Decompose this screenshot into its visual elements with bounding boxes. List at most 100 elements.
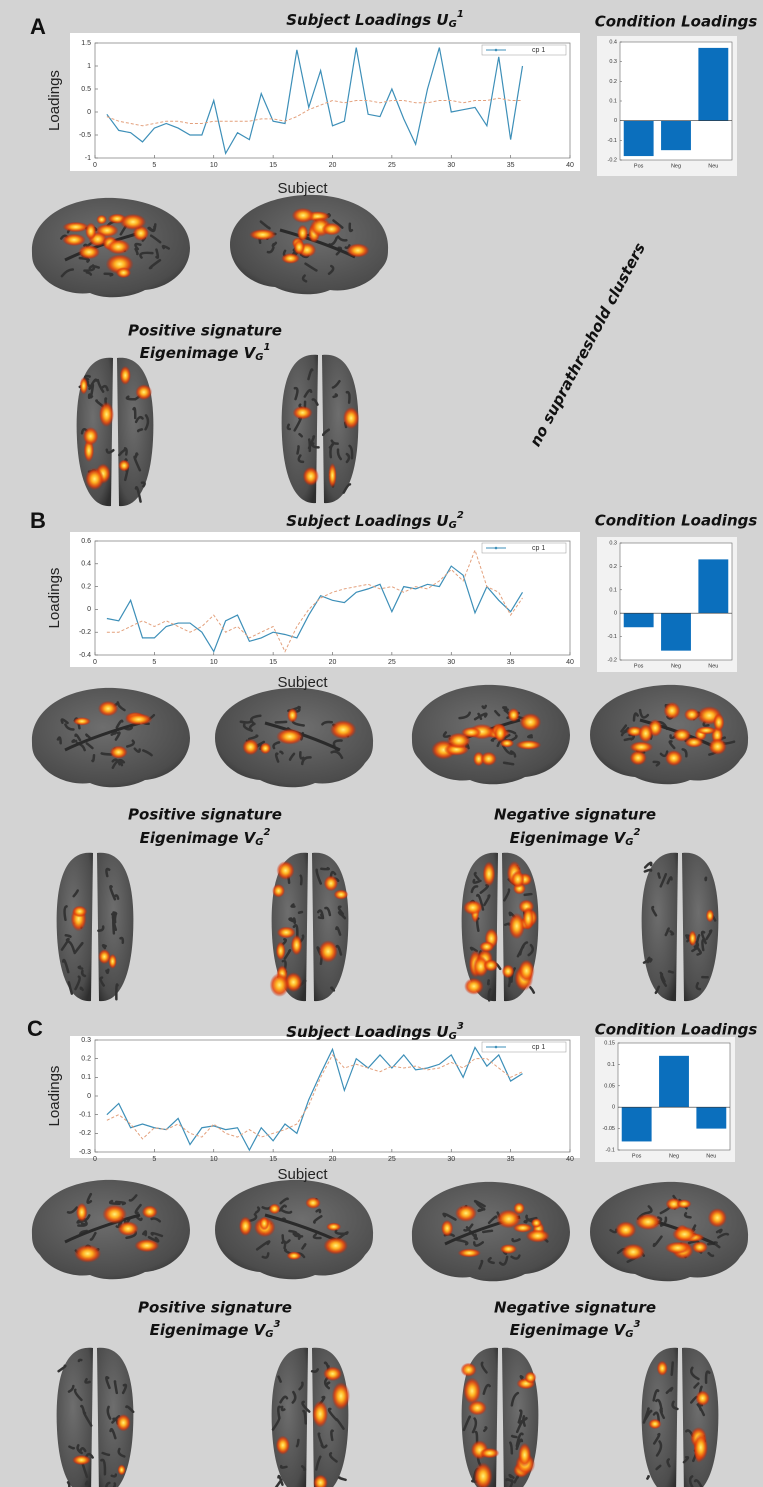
y-tick-label: 0.2	[81, 1056, 91, 1063]
legend-marker	[495, 1046, 498, 1049]
activation	[518, 1443, 531, 1467]
y-tick-label: -0.1	[79, 1112, 91, 1119]
eigenimage-label-sub: G	[255, 837, 263, 848]
signature-title: Positive signature	[138, 1299, 292, 1317]
activation	[96, 215, 107, 225]
eigenimage-label-sub: G	[625, 1329, 633, 1340]
legend-label: cp 1	[532, 47, 545, 54]
brain-lateral	[412, 1182, 570, 1281]
activation	[120, 214, 146, 230]
x-tick-label: 35	[507, 1156, 515, 1163]
eigenimage-label-sub: G	[255, 352, 263, 363]
activation	[638, 724, 653, 743]
activation	[664, 702, 681, 719]
y-tick-label: -0.1	[608, 634, 617, 640]
y-axis-label: Loadings	[46, 70, 63, 131]
sulcus	[647, 1476, 648, 1478]
sulcus	[483, 1231, 492, 1232]
signature-title: Positive signature	[128, 322, 282, 340]
x-axis-label: Subject	[277, 1166, 328, 1183]
x-tick-label: 5	[152, 162, 156, 169]
activation	[463, 1378, 480, 1405]
activation	[324, 875, 338, 891]
sulcus	[103, 945, 106, 948]
activation	[500, 1244, 517, 1254]
activation	[78, 245, 100, 259]
brain-lateral	[215, 1180, 373, 1279]
activation	[120, 366, 131, 385]
activation	[468, 1400, 487, 1415]
x-tick-label: 10	[210, 1156, 218, 1163]
activation	[276, 861, 294, 880]
activation	[291, 935, 302, 956]
activation	[117, 1464, 125, 1475]
sulcus	[488, 980, 489, 984]
sulcus	[513, 1239, 520, 1241]
y-tick-label: -0.2	[608, 657, 617, 663]
brain-lateral	[32, 1180, 190, 1279]
activation	[323, 1237, 348, 1255]
activation	[249, 229, 276, 240]
panel-letter: C	[27, 1016, 43, 1041]
eigenimage-label: Eigenimage VG2	[510, 827, 641, 848]
activation	[63, 222, 90, 232]
x-tick-label: 30	[447, 162, 455, 169]
legend-label: cp 1	[532, 1044, 545, 1051]
y-tick-label: 0	[614, 611, 617, 617]
activation	[312, 1401, 328, 1428]
chart-title: Subject Loadings UG2	[286, 510, 464, 531]
panel-letter: A	[30, 14, 46, 39]
chart-title-sub: G	[449, 520, 457, 531]
activation	[684, 708, 700, 721]
x-tick-label: 5	[152, 1156, 156, 1163]
activation	[518, 960, 534, 982]
activation	[116, 1414, 131, 1431]
x-tick-label: 25	[388, 162, 396, 169]
sulcus	[276, 722, 286, 723]
eigenimage-label-sup: 2	[263, 827, 270, 838]
y-tick-label: 0.15	[604, 1040, 615, 1046]
sulcus	[309, 440, 310, 451]
chart-title-main: Subject Loadings U	[286, 11, 448, 29]
y-tick-label: 0	[87, 606, 91, 613]
activation	[116, 267, 131, 278]
y-tick-label: 0	[612, 1105, 615, 1111]
x-tick-label: 25	[388, 659, 396, 666]
activation	[464, 978, 484, 995]
y-axis-label: Loadings	[46, 568, 63, 629]
activation	[708, 1208, 727, 1227]
activation	[509, 913, 525, 939]
activation	[688, 930, 696, 946]
x-tick-label: 20	[329, 659, 337, 666]
eigenimage-label-sup: 2	[633, 827, 640, 838]
activation	[479, 941, 494, 952]
y-tick-label: -0.1	[606, 1147, 615, 1153]
legend-marker	[495, 547, 498, 550]
eigenimage-label-main: Eigenimage V	[510, 829, 627, 847]
brain-lateral	[412, 685, 570, 784]
activation	[635, 1214, 661, 1231]
brain-lateral	[230, 195, 388, 294]
y-tick-label: 0.3	[609, 59, 617, 65]
activation	[269, 1204, 281, 1215]
activation	[665, 750, 683, 766]
y-tick-label: 0	[87, 1093, 91, 1100]
activation	[106, 239, 130, 254]
y-tick-label: 0	[87, 109, 91, 116]
y-tick-label: -0.1	[608, 138, 617, 144]
activation	[72, 906, 87, 918]
eigenimage-label: Eigenimage VG3	[510, 1319, 641, 1340]
activation	[694, 1433, 709, 1461]
activation	[73, 717, 91, 725]
activation	[483, 861, 496, 886]
brain-surface	[32, 1180, 190, 1279]
activation	[134, 1239, 159, 1252]
activation	[270, 973, 290, 997]
bar	[661, 121, 691, 150]
sulcus	[106, 970, 108, 973]
activation	[516, 740, 542, 750]
activation	[502, 964, 515, 978]
activation	[287, 708, 298, 723]
activation	[665, 1242, 691, 1254]
activation	[696, 726, 716, 734]
